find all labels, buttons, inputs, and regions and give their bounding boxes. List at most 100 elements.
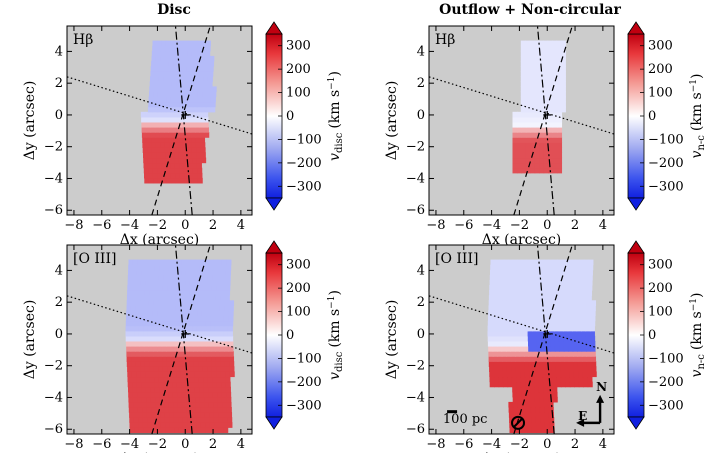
velocity-pixel bbox=[535, 259, 541, 266]
x-tick-label: −6 bbox=[454, 437, 473, 452]
velocity-pixel bbox=[564, 290, 570, 296]
velocity-pixel bbox=[520, 96, 526, 103]
velocity-pixel bbox=[198, 290, 204, 296]
velocity-pixel bbox=[220, 290, 226, 296]
velocity-pixel bbox=[199, 116, 205, 123]
y-tick-label: −4 bbox=[406, 390, 425, 405]
velocity-pixel bbox=[145, 285, 151, 291]
velocity-pixel bbox=[144, 177, 150, 184]
velocity-pixel bbox=[582, 300, 588, 306]
velocity-pixel bbox=[197, 91, 203, 98]
velocity-pixel bbox=[179, 101, 185, 108]
velocity-pixel bbox=[139, 346, 145, 352]
velocity-pixel bbox=[520, 371, 526, 378]
velocity-pixel bbox=[200, 142, 206, 148]
colorbar-label-part: −1 bbox=[327, 296, 337, 309]
velocity-pixel bbox=[215, 346, 221, 352]
velocity-pixel bbox=[190, 116, 196, 123]
velocity-pixel bbox=[525, 162, 531, 169]
velocity-pixel bbox=[172, 116, 178, 123]
velocity-pixel bbox=[208, 264, 214, 271]
velocity-pixel bbox=[534, 386, 540, 393]
velocity-pixel bbox=[552, 269, 558, 276]
velocity-pixel bbox=[587, 274, 593, 281]
velocity-pixel bbox=[523, 310, 529, 317]
velocity-pixel bbox=[585, 320, 591, 327]
velocity-pixel bbox=[156, 147, 162, 153]
velocity-pixel bbox=[171, 285, 177, 291]
velocity-pixel bbox=[192, 315, 198, 322]
velocity-pixel bbox=[164, 147, 170, 153]
velocity-pixel bbox=[220, 361, 226, 367]
velocity-pixel bbox=[529, 81, 535, 87]
velocity-pixel bbox=[547, 60, 553, 67]
velocity-pixel bbox=[166, 356, 172, 362]
velocity-pixel bbox=[574, 264, 580, 271]
velocity-pixel bbox=[565, 371, 571, 378]
velocity-pixel bbox=[190, 264, 196, 271]
velocity-pixel bbox=[525, 111, 531, 118]
velocity-pixel bbox=[147, 147, 153, 153]
velocity-pixel bbox=[541, 325, 547, 332]
velocity-pixel bbox=[533, 285, 539, 291]
velocity-pixel bbox=[152, 340, 158, 347]
velocity-pixel bbox=[194, 116, 200, 123]
velocity-pixel bbox=[194, 381, 200, 388]
velocity-pixel bbox=[224, 346, 230, 352]
velocity-pixel bbox=[205, 330, 211, 337]
velocity-pixel bbox=[205, 325, 211, 332]
velocity-pixel bbox=[156, 162, 162, 169]
velocity-pixel bbox=[139, 335, 145, 342]
velocity-pixel bbox=[167, 274, 173, 281]
velocity-pixel bbox=[163, 279, 169, 286]
velocity-pixel bbox=[519, 315, 525, 322]
velocity-pixel bbox=[169, 55, 175, 62]
compass-east-head bbox=[576, 418, 585, 427]
velocity-pixel bbox=[524, 371, 530, 378]
y-tick-label: 4 bbox=[55, 263, 63, 278]
velocity-pixel bbox=[207, 76, 213, 82]
velocity-pixel bbox=[147, 427, 153, 433]
velocity-pixel bbox=[174, 152, 180, 159]
velocity-pixel bbox=[194, 111, 200, 118]
velocity-pixel bbox=[161, 157, 167, 164]
velocity-pixel bbox=[508, 259, 514, 266]
velocity-pixel bbox=[516, 152, 522, 159]
velocity-pixel bbox=[519, 300, 525, 306]
velocity-pixel bbox=[130, 310, 136, 317]
velocity-pixel bbox=[189, 300, 195, 306]
velocity-pixel bbox=[520, 76, 526, 82]
velocity-pixel bbox=[157, 96, 163, 103]
velocity-pixel bbox=[489, 274, 495, 281]
velocity-pixel bbox=[132, 279, 138, 286]
velocity-pixel bbox=[188, 167, 194, 174]
velocity-pixel bbox=[199, 269, 205, 276]
velocity-pixel bbox=[226, 407, 232, 413]
velocity-pixel bbox=[177, 264, 183, 271]
velocity-pixel bbox=[542, 371, 548, 378]
velocity-pixel bbox=[154, 111, 160, 118]
velocity-pixel bbox=[534, 279, 540, 286]
velocity-pixel bbox=[182, 417, 188, 423]
velocity-pixel bbox=[206, 101, 212, 108]
velocity-pixel bbox=[561, 264, 567, 271]
x-tick-label: −2 bbox=[510, 437, 529, 452]
major-axis-line bbox=[67, 76, 252, 135]
velocity-pixel bbox=[190, 132, 196, 138]
velocity-pixel bbox=[193, 361, 199, 367]
velocity-pixel bbox=[202, 356, 208, 362]
velocity-pixel bbox=[157, 356, 163, 362]
velocity-pixel bbox=[539, 111, 545, 118]
velocity-pixel bbox=[148, 320, 154, 327]
velocity-pixel bbox=[228, 320, 234, 327]
velocity-pixel bbox=[214, 325, 220, 332]
velocity-pixel bbox=[146, 137, 152, 143]
velocity-pixel bbox=[572, 330, 578, 337]
velocity-pixel bbox=[161, 315, 167, 322]
velocity-pixel bbox=[527, 330, 533, 337]
velocity-pixel bbox=[163, 116, 169, 123]
velocity-pixel bbox=[188, 101, 194, 108]
velocity-pixel bbox=[189, 91, 195, 98]
velocity-pixel bbox=[159, 386, 165, 393]
